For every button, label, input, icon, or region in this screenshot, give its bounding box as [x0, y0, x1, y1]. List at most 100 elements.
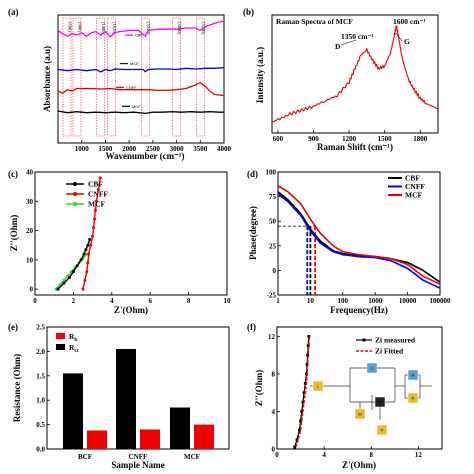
panel-c-ytick-label-2: 20 [26, 227, 34, 235]
panel-b-xlabel: Raman Shift (cm⁻¹) [317, 142, 393, 152]
panel-b-ylabel: Intensity (a.u.) [255, 47, 265, 103]
panel-c-ytick-label-1: 10 [26, 256, 34, 264]
panel-e-bar-rb-0 [87, 430, 107, 449]
panel-b-peak-d-value: 1350 cm⁻¹ [341, 32, 374, 41]
circuit-element-3 [354, 408, 366, 420]
panel-d-series-0-line [277, 191, 441, 283]
panel-a-series-0-line [57, 20, 225, 38]
panel-a-ticks: 1000 1500 2000 2500 3000 3500 4000 [75, 140, 232, 153]
circuit-element-4 [376, 424, 388, 436]
equivalent-circuit-diagram: L C Q W R R R [310, 362, 432, 436]
circuit-element-label-6: R [412, 396, 415, 401]
panel-e-bars: BCF CNFF MCF [63, 348, 214, 461]
panel-a-label: (a) [8, 7, 19, 17]
panel-d-xtick-label-2: 100 [338, 297, 349, 305]
panel-f-legend-label-0: Zi measured [375, 336, 416, 345]
panel-c-ytick-label-3: 30 [26, 198, 34, 206]
panel-c-series-0-point-0 [56, 287, 60, 291]
panel-a-ylabel: Absorbance (a.u) [42, 46, 52, 112]
panel-b-peak-g-value: 1600 cm⁻¹ [393, 17, 426, 26]
panel-c-frame [34, 171, 228, 296]
panel-e-label: (e) [8, 322, 18, 332]
panel-d-ytick-label-1: 0 [273, 267, 277, 275]
panel-a-peak-box-3 [107, 17, 116, 137]
panel-d-ytick-label-4: 75 [269, 193, 277, 201]
circuit-element-label-0: L [317, 384, 320, 389]
panel-c-legend-marker-2 [73, 202, 77, 206]
panel-a-peak-label-3: (1626) [112, 22, 117, 34]
panel-f-measured-point-4 [300, 410, 304, 413]
panel-b-xtick-label-1: 900 [308, 135, 319, 143]
panel-e-bar-rb-1 [140, 429, 160, 449]
panel-c-series-0-point-3 [71, 270, 75, 274]
panel-c-xtick-label-1: 2 [72, 297, 76, 305]
panel-c-series-1-point-3 [86, 261, 90, 265]
panel-e-legend-label-0: Rb [69, 332, 77, 343]
panel-c-series-1-point-9 [93, 208, 97, 212]
panel-c-series-1-point-6 [91, 234, 95, 238]
panel-e-category-label-2: MCF [184, 453, 200, 461]
panel-a-series-1-line [57, 66, 225, 73]
panel-a-series-1-label: MCF [130, 61, 139, 66]
panel-d-ytick-label-3: 50 [269, 218, 277, 226]
panel-c-legend-label-1: CNFF [88, 190, 108, 199]
panel-e-ytick-label-5: 2.5 [36, 324, 45, 332]
panel-a-xtick-label-1: 1500 [98, 145, 113, 153]
panel-d-bode: 1 10 100 1000 10000 100000 -25 0 25 50 75 100 CBFCN… [247, 169, 451, 316]
circuit-element-label-4: R [381, 428, 384, 433]
circuit-element-0 [312, 380, 324, 392]
panel-a-series-3-label: MCF [132, 104, 141, 109]
panel-a-series [57, 20, 225, 115]
panel-c-series-1-point-7 [92, 226, 96, 230]
panel-f-xtick-label-2: 8 [370, 451, 374, 459]
panel-f-measured-point-0 [293, 445, 297, 449]
panel-a-peak-label-0: (690) [68, 22, 73, 32]
panel-f-xtick-label-3: 12 [415, 451, 423, 459]
panel-e-legend-key-0 [56, 333, 65, 339]
panel-c-legend-label-2: MCF [88, 200, 105, 209]
panel-c-series-1-point-12 [98, 176, 102, 180]
panel-c-ytick-label-0: 0 [30, 286, 34, 294]
panel-f-label: (f) [247, 322, 256, 332]
circuit-element-1 [366, 362, 378, 374]
panel-b-spectrum-line [271, 25, 439, 123]
panel-a-frame [57, 14, 225, 144]
panel-c-series-0-point-4 [75, 264, 79, 268]
panel-a-peak-label-2: (1400) [101, 22, 106, 34]
panel-c-xtick-label-3: 6 [148, 297, 152, 305]
panel-d-legend-label-2: MCF [405, 191, 422, 200]
panel-f-measured-line [294, 336, 310, 448]
panel-a-peak-box-2 [96, 17, 105, 137]
panel-e-ytick-label-3: 1.5 [36, 372, 45, 380]
panel-a-peak-box-0 [62, 17, 72, 137]
panel-a-peak-label-4: (2340) [146, 22, 151, 34]
panel-f-measured-point-2 [297, 428, 301, 432]
panel-c-ticks: 0 2 4 6 8 10 0 10 20 30 40 [26, 169, 231, 306]
panel-c-legend-marker-1 [73, 192, 77, 196]
panel-b-frame [271, 14, 439, 134]
panel-d-legend-label-1: CNFF [405, 182, 425, 191]
panel-f-xtick-label-0: 0 [275, 451, 279, 459]
panel-b-ticks: 600 900 1200 1500 1800 [273, 130, 428, 143]
panel-f-ytick-label-3: 12 [268, 333, 276, 341]
panel-e-category-label-1: CNFF [129, 453, 148, 461]
panel-f-xlabel: Z'(Ohm) [342, 460, 376, 470]
panel-e-bar-rct-2 [170, 407, 190, 449]
panel-d-legend-label-0: CBF [405, 174, 420, 183]
panel-e-ylabel: Resistance (Ohm) [12, 354, 22, 422]
panel-f-measured-point-11 [306, 344, 310, 348]
panel-a-xtick-label-2: 2000 [122, 145, 137, 153]
panel-c-series-0-point-9 [88, 237, 92, 241]
panel-c-series-0-point-1 [62, 281, 66, 285]
panel-d-frame [277, 171, 441, 296]
panel-c-xtick-label-5: 10 [224, 297, 232, 305]
panel-d-ytick-label-0: -25 [267, 292, 277, 300]
panel-b-peak-g-band: G [404, 37, 410, 46]
panel-f-measured-point-12 [307, 334, 311, 338]
panel-a-series-2-label: CNFF [126, 85, 137, 90]
panel-c-series-2-point-2 [62, 278, 66, 282]
